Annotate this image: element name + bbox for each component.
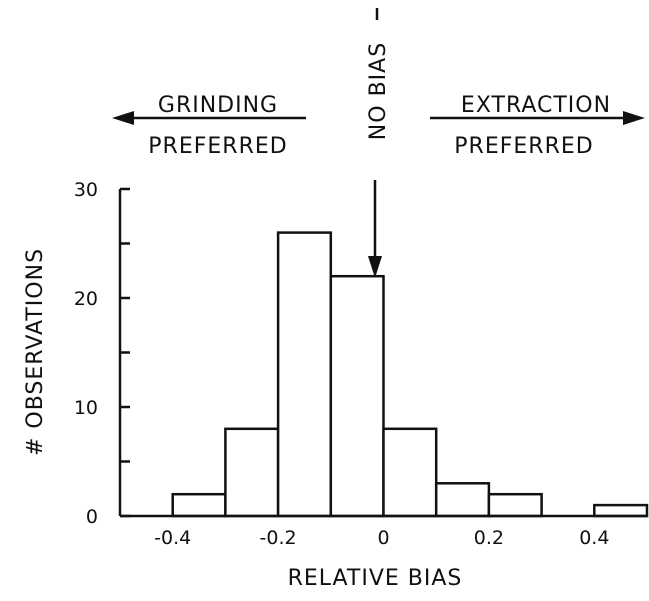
y-tick-label-0: 0 bbox=[86, 506, 98, 528]
histogram-bar-2 bbox=[224, 427, 280, 518]
histogram-bar-9 bbox=[593, 503, 649, 518]
histogram-bar-4 bbox=[329, 274, 385, 518]
histogram-bar-1 bbox=[171, 492, 227, 518]
x-tick-label-4: 0.4 bbox=[579, 527, 609, 549]
x-tick-label-3: 0.2 bbox=[474, 527, 504, 549]
histogram-bar-5 bbox=[382, 427, 438, 518]
y-tick-label-6: 30 bbox=[74, 179, 98, 201]
annotation-grinding: GRINDING bbox=[158, 93, 278, 118]
y-tick-label-2: 10 bbox=[74, 397, 98, 419]
y-axis-title: # OBSERVATIONS bbox=[23, 248, 48, 456]
x-tick-label-2: 0 bbox=[377, 527, 389, 549]
x-tick-label-1: -0.2 bbox=[260, 527, 297, 549]
histogram-bar-7 bbox=[487, 492, 543, 518]
histogram-bar-3 bbox=[276, 231, 333, 518]
x-tick-label-0: -0.4 bbox=[154, 527, 191, 549]
annotation-grinding-preferred: PREFERRED bbox=[148, 134, 287, 159]
annotation-extraction: EXTRACTION bbox=[461, 93, 611, 118]
axes: 0 10 20 30 -0.4 -0.2 0 0.2 0.4 bbox=[74, 179, 647, 549]
histogram-bar-6 bbox=[434, 482, 491, 518]
down-arrow-icon bbox=[368, 256, 382, 278]
right-arrow-icon bbox=[623, 111, 645, 125]
y-tick-label-4: 20 bbox=[74, 288, 98, 310]
x-axis-title: RELATIVE BIAS bbox=[288, 566, 463, 591]
annotations: GRINDING PREFERRED EXTRACTION PREFERRED … bbox=[112, 8, 645, 278]
bars bbox=[171, 231, 649, 518]
left-arrow-icon bbox=[112, 111, 134, 125]
annotation-extraction-preferred: PREFERRED bbox=[454, 134, 593, 159]
annotation-no-bias: NO BIAS bbox=[366, 42, 391, 140]
